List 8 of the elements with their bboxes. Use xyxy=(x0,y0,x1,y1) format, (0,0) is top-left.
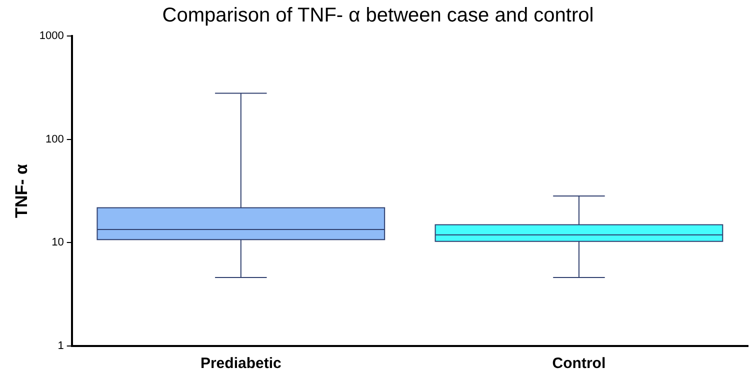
x-tick-label: Prediabetic xyxy=(200,355,282,372)
y-axis-title: TNF- α xyxy=(12,164,31,218)
y-tick-label: 100 xyxy=(46,133,64,146)
x-tick-label: Control xyxy=(552,355,606,372)
y-tick-label: 1 xyxy=(58,340,64,352)
y-tick-label: 1000 xyxy=(39,30,64,42)
y-tick-label: 10 xyxy=(52,236,64,249)
chart-title: Comparison of TNF- α between case and control xyxy=(162,4,594,27)
